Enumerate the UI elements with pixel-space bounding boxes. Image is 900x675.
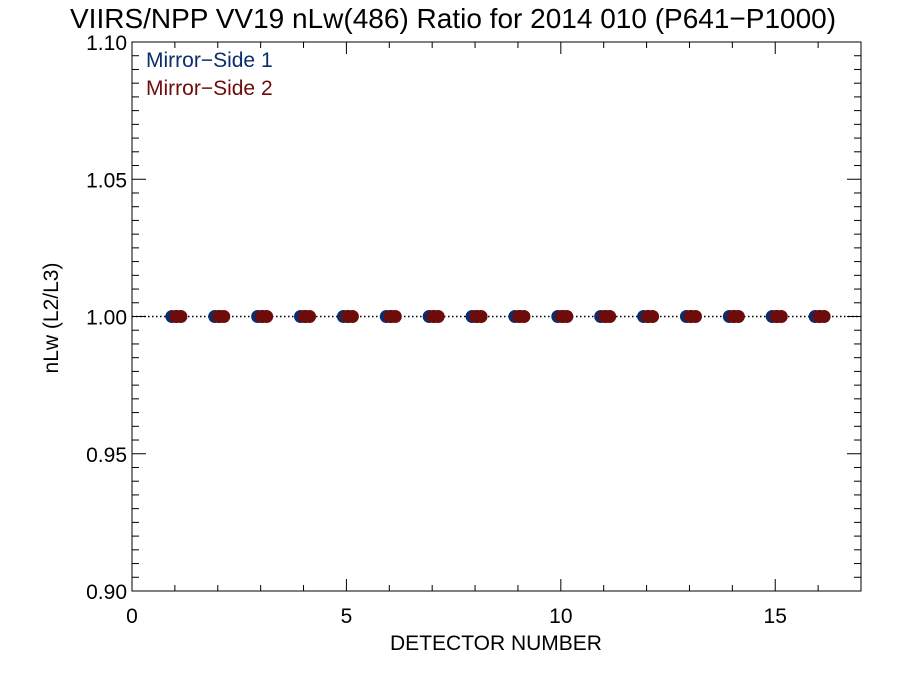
data-point-s2	[731, 310, 745, 323]
data-point-s2	[688, 310, 702, 323]
legend: Mirror−Side 1 Mirror−Side 2	[146, 49, 273, 100]
data-points	[165, 310, 831, 323]
x-tick-label: 5	[341, 605, 353, 628]
data-point-s2	[345, 310, 359, 323]
data-point-s2	[817, 310, 831, 323]
data-point-s2	[774, 310, 788, 323]
y-tick-label: 1.05	[86, 169, 127, 192]
x-tick-label: 15	[764, 605, 787, 628]
legend-entry: Mirror−Side 1	[146, 49, 273, 72]
data-point-s2	[303, 310, 317, 323]
y-tick-label: 0.90	[86, 581, 127, 604]
x-axis-ticks: 0 5 10 15	[126, 42, 862, 628]
chart-title: VIIRS/NPP VV19 nLw(486) Ratio for 2014 0…	[70, 3, 836, 34]
y-tick-label: 1.00	[86, 307, 127, 330]
y-axis-label: nLw (L2/L3)	[40, 263, 63, 374]
legend-entry: Mirror−Side 2	[146, 77, 273, 100]
y-tick-label: 0.95	[86, 444, 127, 467]
data-point-s2	[431, 310, 445, 323]
data-point-s2	[217, 310, 231, 323]
data-point-s2	[560, 310, 574, 323]
x-axis-label: DETECTOR NUMBER	[390, 632, 602, 655]
data-point-s2	[646, 310, 660, 323]
data-point-s2	[603, 310, 617, 323]
y-tick-label: 1.10	[86, 32, 127, 55]
data-point-s2	[474, 310, 488, 323]
data-point-s2	[174, 310, 188, 323]
data-point-s2	[260, 310, 274, 323]
x-tick-label: 0	[126, 605, 138, 628]
data-point-s2	[517, 310, 531, 323]
y-axis-ticks: 0.90 0.95 1.00 1.05 1.10	[86, 32, 861, 604]
data-point-s2	[388, 310, 402, 323]
x-tick-label: 10	[549, 605, 572, 628]
